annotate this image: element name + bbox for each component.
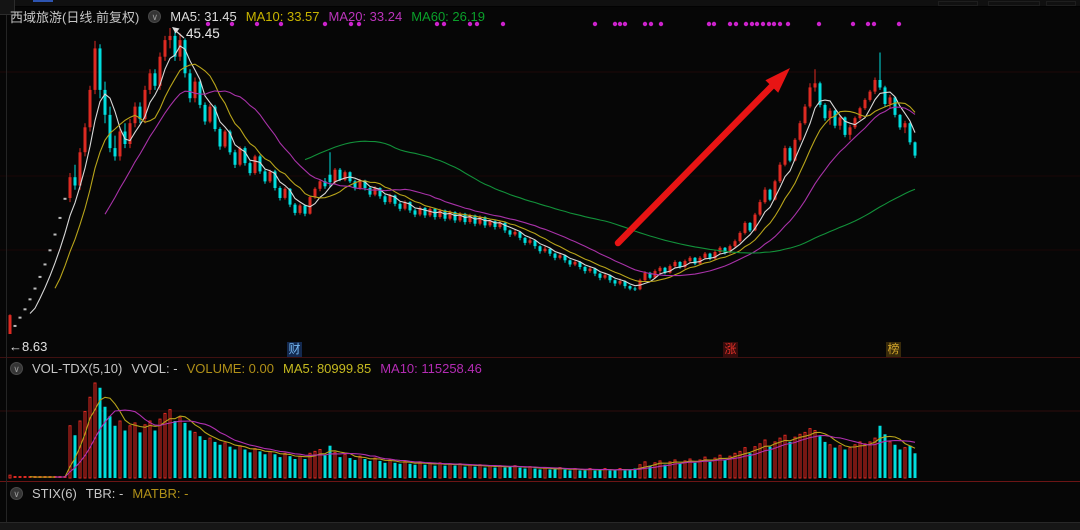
matbr-label: MATBR: - [132, 486, 189, 501]
panel-left-border [6, 0, 7, 522]
tbr-label: TBR: - [85, 486, 124, 501]
stix-panel-header: ∨ STIX(6) TBR: - MATBR: - [10, 486, 188, 501]
window-blue-marker [33, 0, 53, 2]
volume-label: VOLUME: 0.00 [186, 361, 274, 376]
grid-lines [0, 71, 1080, 482]
main-chart-header: 西域旅游(日线.前复权) ∨ MA5: 31.45 MA10: 33.57 MA… [10, 7, 485, 26]
volume-ma-lines [29, 396, 916, 478]
vol-indicator-label: VOL-TDX(5,10) [32, 361, 123, 376]
volume-bars [8, 382, 917, 479]
collapse-icon[interactable]: ∨ [10, 487, 23, 500]
window-corner-box [0, 0, 15, 15]
window-bottom-strip [0, 522, 1080, 530]
event-badge[interactable]: 榜 [886, 342, 901, 357]
volume-panel-header: ∨ VOL-TDX(5,10) VVOL: - VOLUME: 0.00 MA5… [10, 361, 482, 376]
collapse-icon[interactable]: ∨ [10, 362, 23, 375]
vol-ma5-label: MA5: 80999.85 [283, 361, 372, 376]
trend-arrow [614, 68, 790, 247]
window-top-tab [1046, 1, 1076, 6]
ma5-label: MA5: 31.45 [170, 9, 237, 24]
event-dots [205, 21, 902, 27]
event-badge[interactable]: 财 [287, 342, 302, 357]
ma20-label: MA20: 33.24 [328, 9, 403, 24]
vol-ma10-label: MA10: 115258.46 [380, 361, 482, 376]
stix-indicator-label: STIX(6) [32, 486, 77, 501]
window-top-tab [988, 1, 1040, 6]
price-ma-lines [29, 45, 916, 314]
low-price-label: ←8.63 [9, 339, 48, 354]
collapse-icon[interactable]: ∨ [148, 10, 162, 23]
event-badge[interactable]: 涨 [723, 342, 738, 357]
peak-pointer-arrow [172, 27, 185, 39]
ma60-label: MA60: 26.19 [411, 9, 485, 24]
ma10-label: MA10: 33.57 [245, 9, 320, 24]
peak-price-label: 45.45 [186, 26, 220, 41]
vvol-label: VVOL: - [131, 361, 178, 376]
window-top-tab [938, 1, 978, 6]
stock-title: 西域旅游(日线.前复权) [10, 10, 140, 25]
window-top-strip [0, 0, 1080, 7]
